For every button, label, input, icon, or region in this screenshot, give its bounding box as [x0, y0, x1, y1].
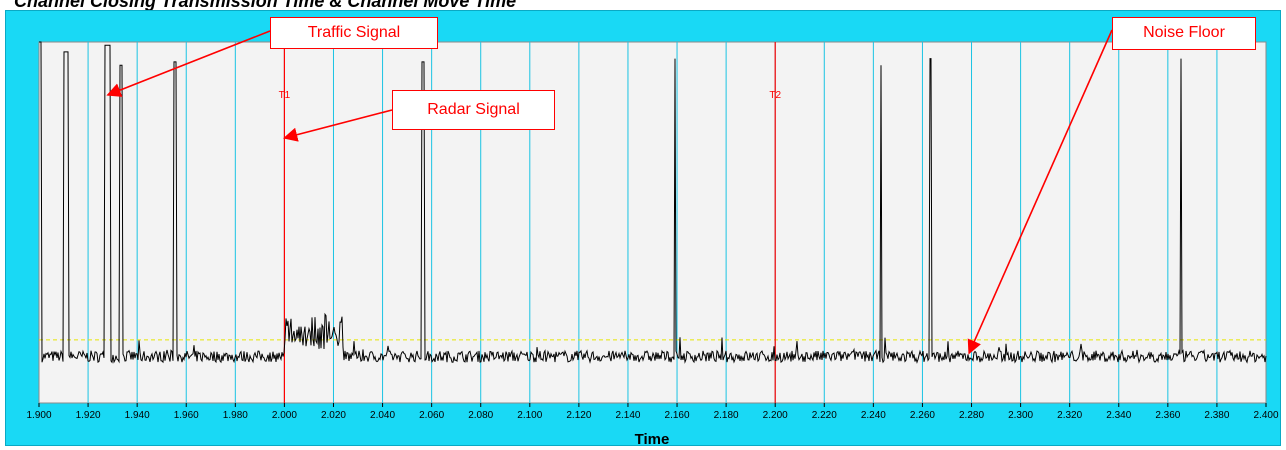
x-tick-label: 2.360 — [1155, 410, 1180, 421]
x-tick-label: 2.160 — [665, 410, 690, 421]
x-tick-label: 2.140 — [615, 410, 640, 421]
x-tick-label: 2.000 — [272, 410, 297, 421]
x-tick-label: 2.400 — [1253, 410, 1278, 421]
x-tick-label: 1.960 — [174, 410, 199, 421]
x-tick-label: 2.220 — [812, 410, 837, 421]
x-tick-label: 2.100 — [517, 410, 542, 421]
x-tick-label: 2.340 — [1106, 410, 1131, 421]
x-axis-label: Time — [635, 431, 670, 448]
x-tick-label: 2.120 — [566, 410, 591, 421]
noise-floor-callout: Noise Floor — [1112, 17, 1256, 50]
x-tick-label: 2.080 — [468, 410, 493, 421]
cursor-label-t2: T2 — [769, 90, 781, 101]
signal-trace — [39, 41, 1267, 364]
traffic-signal-callout: Traffic Signal — [270, 17, 438, 49]
x-axis-ticks: 1.900 1.920 1.940 1.960 1.980 2.000 2.020 2.040… — [26, 403, 1279, 421]
chart-title: Channel Closing Transmission Time & Chan… — [14, 0, 517, 11]
plot-area — [38, 41, 1267, 404]
x-tick-label: 2.060 — [419, 410, 444, 421]
x-tick-label: 1.980 — [223, 410, 248, 421]
x-tick-label: 1.900 — [26, 410, 51, 421]
annotation-arrow — [106, 30, 271, 97]
x-tick-label: 2.020 — [321, 410, 346, 421]
annotation-arrow — [967, 29, 1113, 355]
cursor-label-t1: T1 — [279, 90, 291, 101]
x-tick-label: 2.280 — [959, 410, 984, 421]
x-tick-label: 2.260 — [910, 410, 935, 421]
radar-signal-callout: Radar Signal — [392, 90, 555, 130]
x-tick-label: 2.040 — [370, 410, 395, 421]
x-tick-label: 2.320 — [1057, 410, 1082, 421]
annotation-arrows — [106, 29, 1113, 355]
x-tick-label: 1.940 — [125, 410, 150, 421]
x-tick-label: 2.200 — [763, 410, 788, 421]
x-tick-label: 2.180 — [714, 410, 739, 421]
annotation-arrow — [283, 109, 393, 142]
x-tick-label: 2.300 — [1008, 410, 1033, 421]
x-tick-label: 2.240 — [861, 410, 886, 421]
x-tick-label: 2.380 — [1204, 410, 1229, 421]
x-tick-label: 1.920 — [76, 410, 101, 421]
